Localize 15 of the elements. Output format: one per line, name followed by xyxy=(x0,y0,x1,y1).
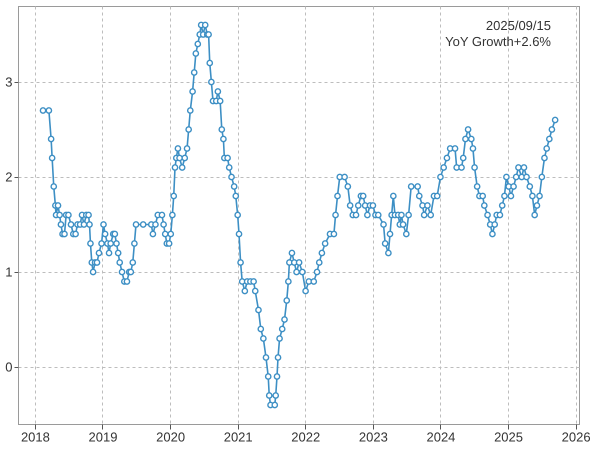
x-tick-label: 2025 xyxy=(494,430,523,444)
x-tick-label: 2018 xyxy=(20,430,50,444)
x-tick-label: 2021 xyxy=(224,430,253,444)
y-tick-label: 1 xyxy=(5,264,12,280)
x-tick-label: 2022 xyxy=(291,430,320,444)
annotation: 2025/09/15 xyxy=(486,18,551,33)
annotation: YoY Growth+2.6% xyxy=(445,34,552,49)
y-tick-label: 3 xyxy=(5,74,12,90)
x-tick-label: 2026 xyxy=(562,430,591,444)
x-tick-label: 2023 xyxy=(358,430,388,444)
x-tick-label: 2019 xyxy=(88,430,118,444)
x-tick-label: 2024 xyxy=(426,430,456,444)
y-tick-label: 0 xyxy=(5,360,12,374)
y-tick-label: 2 xyxy=(5,170,12,184)
x-tick-label: 2020 xyxy=(156,430,186,444)
